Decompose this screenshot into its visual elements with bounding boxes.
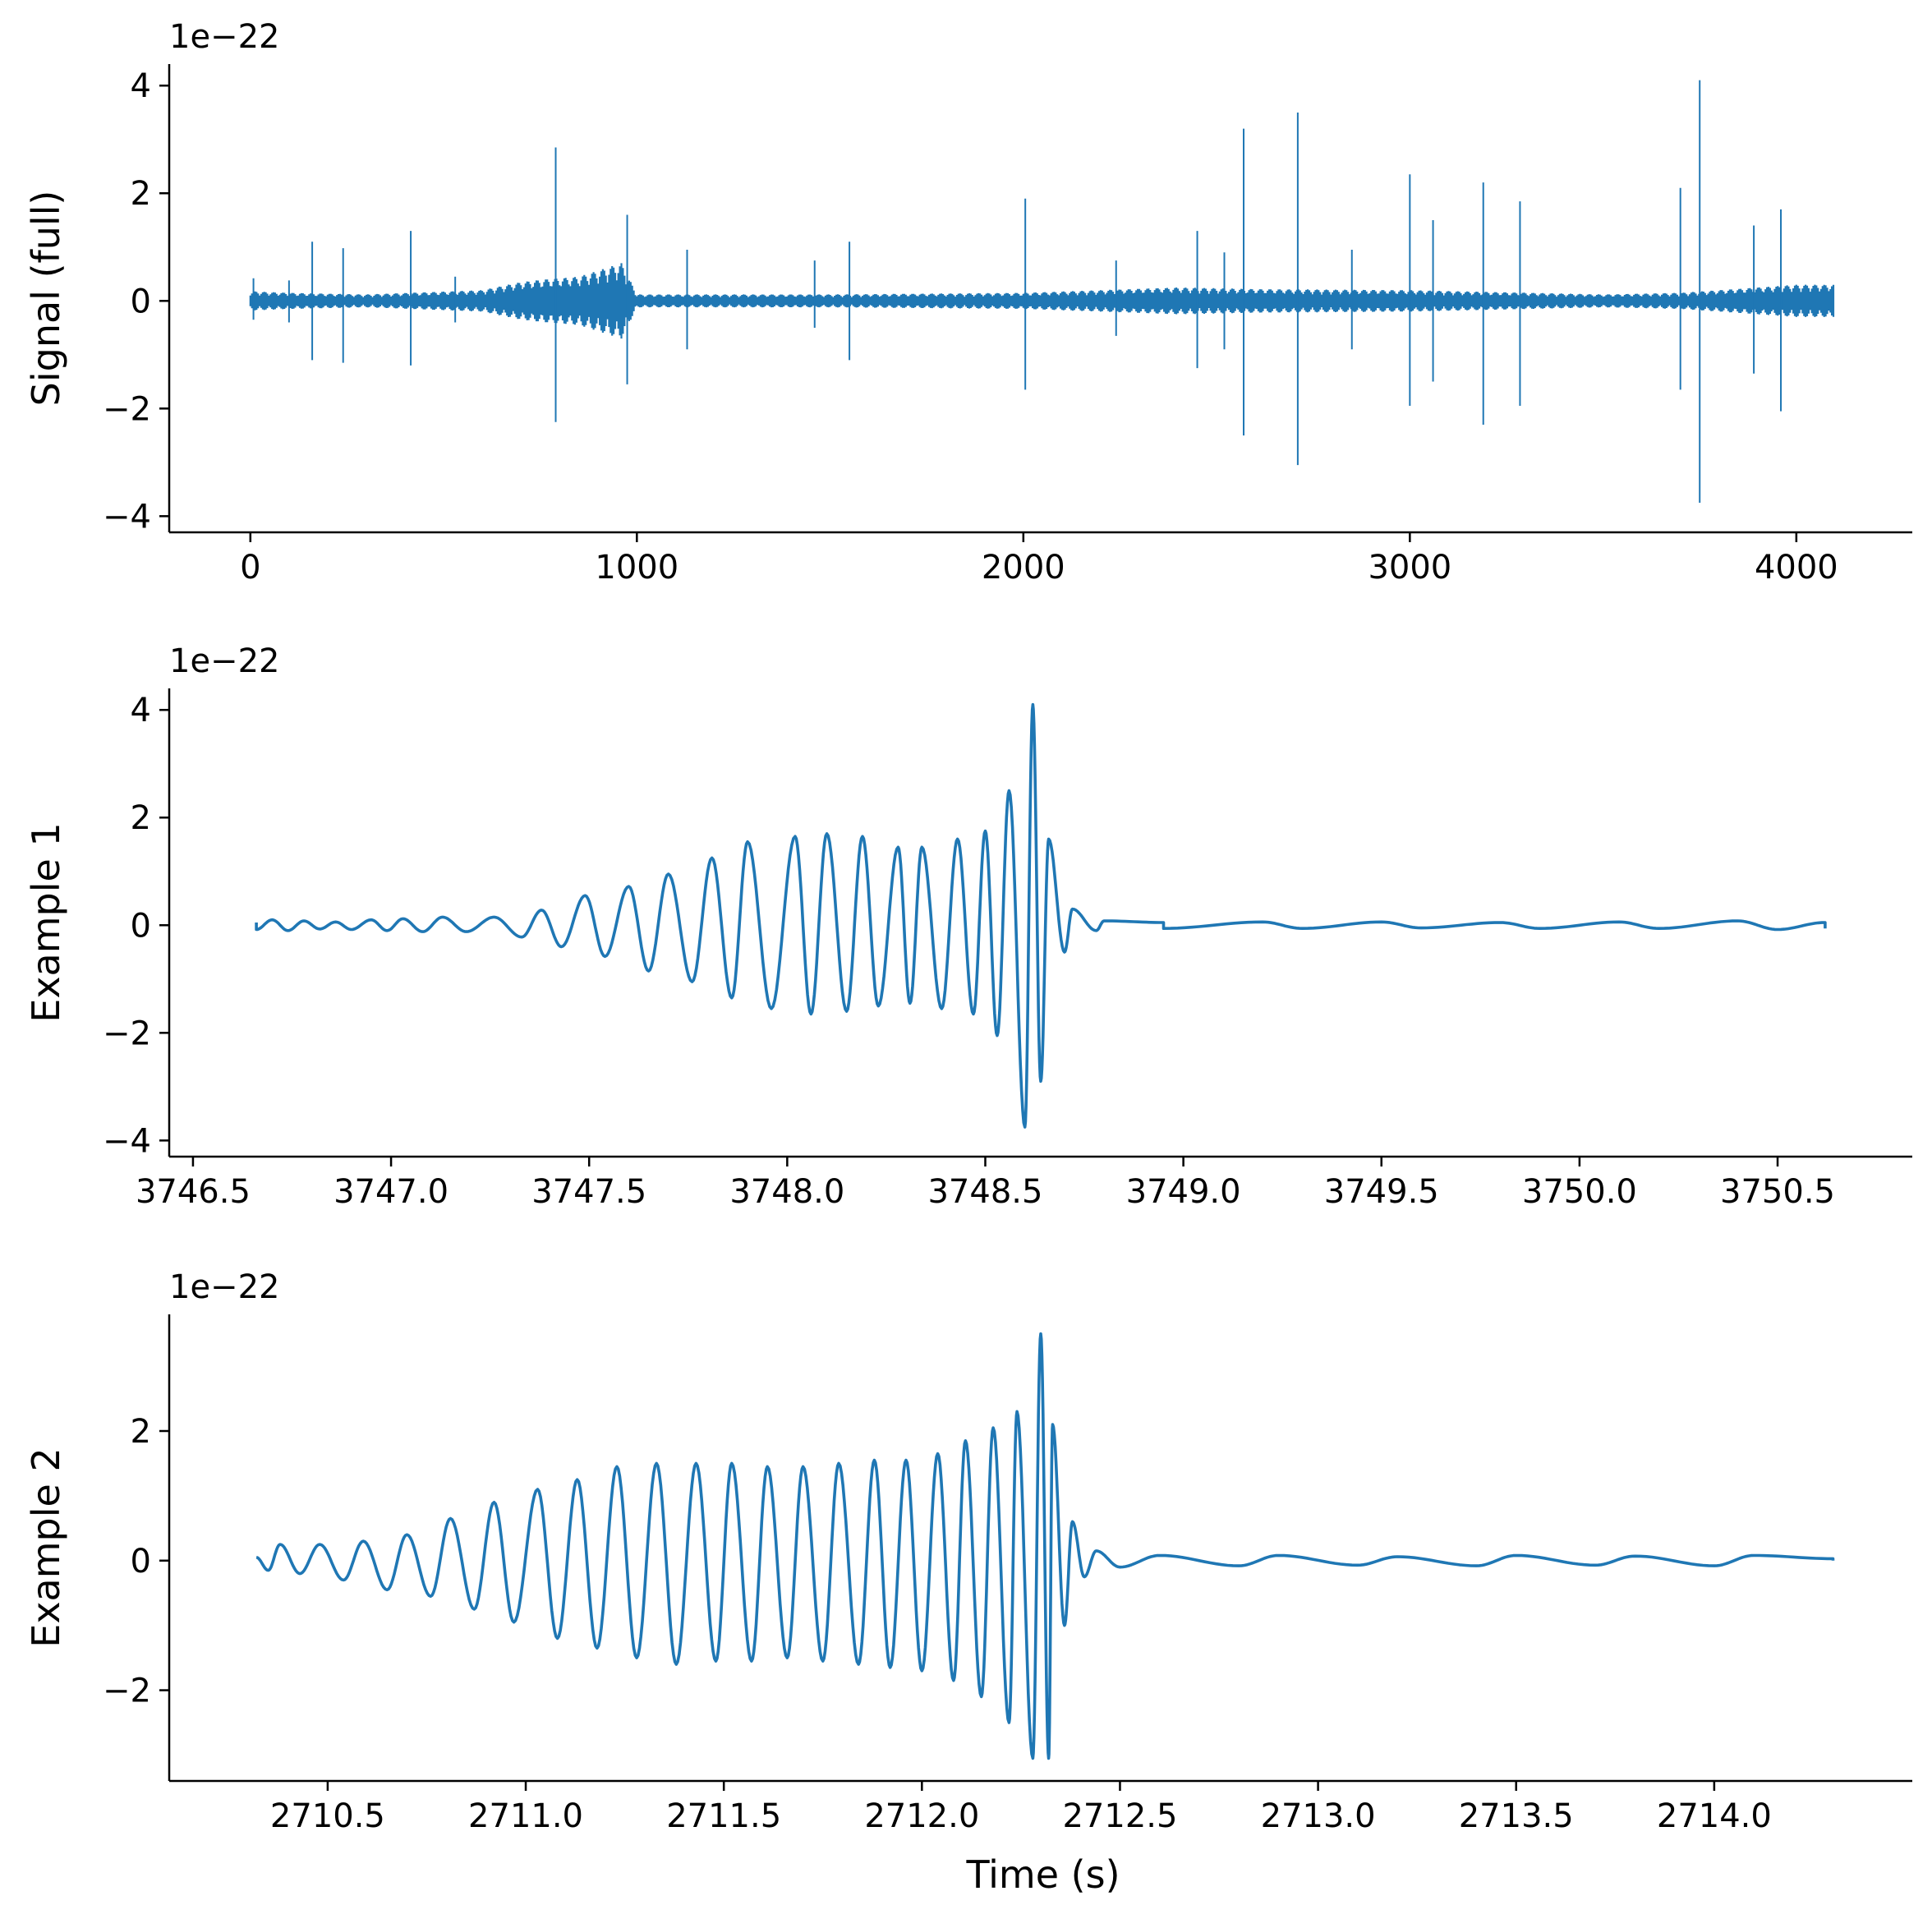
x-tick-label: 3747.0: [334, 1173, 448, 1211]
x-tick-label: 2713.0: [1261, 1797, 1376, 1835]
x-tick-label: 3750.5: [1720, 1173, 1835, 1211]
x-axis-label: Time (s): [965, 1852, 1120, 1897]
x-tick-label: 3750.0: [1522, 1173, 1637, 1211]
panel-example-2: 2710.5 2711.0 2711.5 2712.0 2712.5 2713.0 2713…: [24, 1268, 1912, 1835]
y-tick-label: 0: [131, 283, 151, 320]
y-tick-label: −2: [103, 390, 151, 428]
x-tick-label: 2710.5: [270, 1797, 385, 1835]
y-tick-label: 0: [131, 907, 151, 945]
x-tick-label: 2713.5: [1459, 1797, 1574, 1835]
y-tick-label: −4: [103, 498, 151, 536]
y-tick-label: 4: [131, 67, 151, 105]
x-tick-label: 1000: [595, 549, 678, 587]
y-tick-label: 0: [131, 1543, 151, 1581]
y-axis-label: Example 2: [24, 1447, 68, 1647]
x-tick-label: 3748.0: [729, 1173, 844, 1211]
y-tick-label: 2: [131, 799, 151, 837]
x-tick-label: 2711.5: [666, 1797, 781, 1835]
panel-signal-full: 0 1000 2000 3000 4000 −4 −2 0 2 4 1e−22 Signal (ful…: [24, 18, 1912, 587]
x-tick-label: 3746.5: [136, 1173, 251, 1211]
y-tick-label: 4: [131, 692, 151, 729]
x-tick-label: 2000: [982, 549, 1065, 587]
x-tick-label: 3748.5: [927, 1173, 1042, 1211]
plot-area: [249, 80, 1835, 503]
x-tick-label: 0: [240, 549, 260, 587]
x-tick-label: 2712.5: [1062, 1797, 1177, 1835]
x-tick-label: 2714.0: [1657, 1797, 1772, 1835]
y-tick-label: −2: [103, 1673, 151, 1710]
x-tick-label: 3749.5: [1324, 1173, 1439, 1211]
y-tick-label: 2: [131, 1413, 151, 1451]
y-tick-label: −4: [103, 1122, 151, 1160]
y-offset-label: 1e−22: [169, 642, 279, 680]
panel-example-1: 3746.5 3747.0 3747.5 3748.0 3748.5 3749.0 3749…: [24, 642, 1912, 1211]
x-tick-label: 3749.0: [1126, 1173, 1241, 1211]
y-axis-label: Example 1: [24, 822, 68, 1022]
x-tick-label: 2711.0: [468, 1797, 583, 1835]
x-tick-label: 4000: [1755, 549, 1838, 587]
y-axis-label: Signal (full): [24, 191, 68, 407]
series-line: [255, 1332, 1835, 1760]
x-tick-label: 3000: [1368, 549, 1451, 587]
y-offset-label: 1e−22: [169, 18, 279, 56]
x-tick-label: 2712.0: [864, 1797, 979, 1835]
plot-area: [255, 1332, 1835, 1760]
y-offset-label: 1e−22: [169, 1268, 279, 1306]
series-baseline: [249, 263, 1835, 339]
y-tick-label: 2: [131, 175, 151, 213]
y-tick-label: −2: [103, 1015, 151, 1052]
x-tick-label: 3747.5: [531, 1173, 646, 1211]
series-line: [255, 702, 1827, 1129]
plot-area: [255, 702, 1827, 1129]
